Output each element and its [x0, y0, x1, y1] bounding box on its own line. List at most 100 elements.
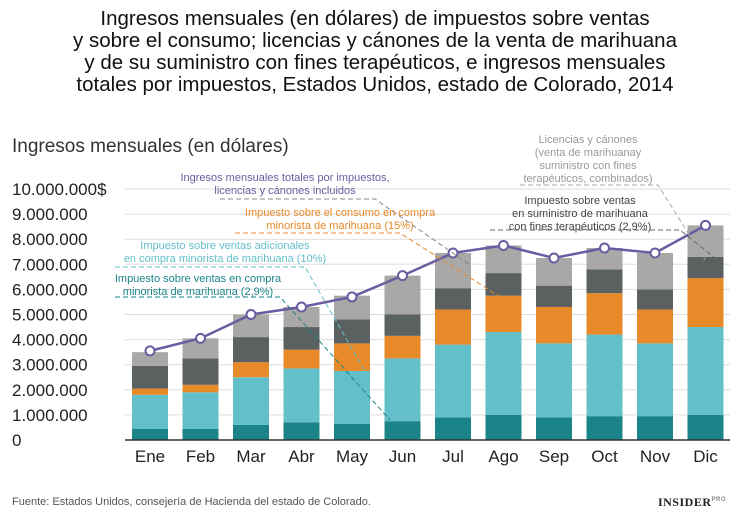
bar-segment-2 [233, 377, 269, 425]
annotation-additional: en compra minorista de marihuana (10%) [124, 253, 326, 265]
bar-segment-5 [384, 275, 421, 315]
x-tick-label: May [336, 447, 369, 466]
x-tick-label: Ene [135, 447, 165, 466]
annotation-retail: Impuesto sobre ventas en compra [115, 273, 282, 285]
bar-segment-3 [536, 306, 572, 344]
x-tick-label: Ago [488, 447, 518, 466]
bar-segment-5 [233, 314, 269, 338]
bar-segment-2 [384, 358, 421, 422]
x-tick-label: Jun [389, 447, 416, 466]
bar-segment-3 [435, 309, 471, 345]
bar-segment-4 [182, 358, 219, 385]
y-tick-label: 5.000.000 [12, 306, 88, 325]
total-point [498, 239, 509, 251]
logo-text: INSIDER [657, 495, 712, 509]
annotation-medical: en suministro de marihuana [512, 208, 649, 220]
bar-segment-3 [384, 335, 421, 359]
bar-segment-1 [435, 417, 471, 440]
bar-segment-1 [384, 421, 421, 440]
bar-segment-5 [334, 295, 370, 320]
title-line: totales por impuestos, Estados Unidos, e… [76, 73, 674, 96]
bar-segment-3 [233, 362, 269, 378]
x-tick-label: Abr [288, 447, 315, 466]
bar-segment-1 [334, 423, 370, 440]
x-tick-label: Jul [442, 447, 464, 466]
bar-segment-4 [283, 327, 320, 350]
x-tick-label: Dic [693, 447, 718, 466]
bar-segment-4 [687, 256, 724, 279]
bar-segment-3 [182, 384, 219, 393]
bar-segment-3 [283, 349, 320, 369]
bar-segment-2 [485, 332, 522, 415]
annotation-additional: Impuesto sobre ventas adicionales [140, 240, 310, 252]
bar-segment-1 [586, 416, 623, 440]
bar-segment-2 [283, 368, 320, 423]
chart-title: Ingresos mensuales (en dólares) de impue… [0, 8, 750, 96]
bar-segment-3 [687, 278, 724, 328]
total-line [149, 224, 707, 353]
annotation-licenses: (venta de marihuanay [535, 147, 642, 159]
annotation-licenses: terapéuticos, combinados) [523, 173, 652, 185]
bar-segment-4 [384, 314, 421, 336]
bar-segment-5 [283, 306, 320, 328]
y-tick-label: 0 [12, 431, 21, 450]
annotation-leader [520, 184, 706, 261]
title-line: y sobre el consumo; licencias y cánones … [73, 29, 677, 52]
bar-segment-2 [334, 370, 370, 424]
total-point [599, 242, 610, 254]
bar-segment-4 [435, 288, 471, 310]
bar-segment-2 [182, 392, 219, 429]
annotation-leader [490, 229, 721, 263]
total-point [649, 247, 661, 259]
annotation-leader [220, 198, 471, 266]
bar-segment-1 [485, 414, 522, 440]
bar-segment-4 [586, 269, 623, 294]
annotation-retail: minorista de marihuana (2,9%) [123, 286, 273, 298]
x-tick-label: Oct [591, 447, 618, 466]
annotation-licenses: suministro con fines [539, 160, 637, 172]
annotation-licenses: Licencias y cánones [538, 134, 638, 146]
y-tick-label: 7.000.000 [12, 255, 88, 274]
total-point [397, 270, 408, 282]
x-tick-label: Nov [640, 447, 671, 466]
y-tick-label: 4.000.000 [12, 331, 88, 350]
annotation-excise: Impuesto sobre el consumo en compra [245, 207, 436, 219]
y-tick-label: 8.000.000 [12, 230, 88, 249]
y-tick-label: 1.000.000 [12, 406, 88, 425]
annotation-leader [115, 266, 371, 381]
bar-segment-1 [283, 422, 320, 440]
annotation-medical: con fines terapéuticos (2,9%) [509, 221, 651, 233]
annotation-excise: minorista de marihuana (15%) [266, 220, 413, 232]
bar-segment-3 [586, 293, 623, 335]
source-note: Fuente: Estados Unidos, consejería de Ha… [12, 496, 371, 508]
bar-segment-4 [233, 337, 269, 363]
bar-segment-1 [637, 416, 673, 440]
bar-segment-3 [334, 343, 370, 371]
logo-sup: PRO [711, 497, 726, 503]
bar-segment-3 [485, 295, 522, 333]
bar-segment-2 [536, 343, 572, 418]
bar-segment-3 [132, 388, 168, 395]
total-point [346, 291, 358, 303]
bar-segment-5 [132, 352, 168, 366]
bar-segment-2 [586, 334, 623, 417]
title-line: y de su suministro con fines terapéutico… [84, 51, 666, 74]
bar-segment-3 [637, 309, 673, 344]
bar-segment-4 [485, 273, 522, 296]
bar-segment-4 [637, 289, 673, 310]
bar-segment-5 [586, 247, 623, 270]
bar-segment-4 [132, 365, 168, 389]
total-point [296, 301, 307, 313]
total-point [245, 309, 257, 320]
annotation-total: Ingresos mensuales totales por impuestos… [180, 172, 389, 184]
bar-segment-1 [132, 428, 168, 440]
bar-segment-1 [687, 414, 724, 440]
y-tick-label: 6.000.000 [12, 280, 88, 299]
bar-segment-2 [687, 327, 724, 415]
annotation-medical: Impuesto sobre ventas [524, 195, 636, 207]
bar-segment-4 [334, 319, 370, 344]
x-tick-label: Sep [539, 447, 569, 466]
y-tick-label: 10.000.000$ [12, 180, 107, 199]
